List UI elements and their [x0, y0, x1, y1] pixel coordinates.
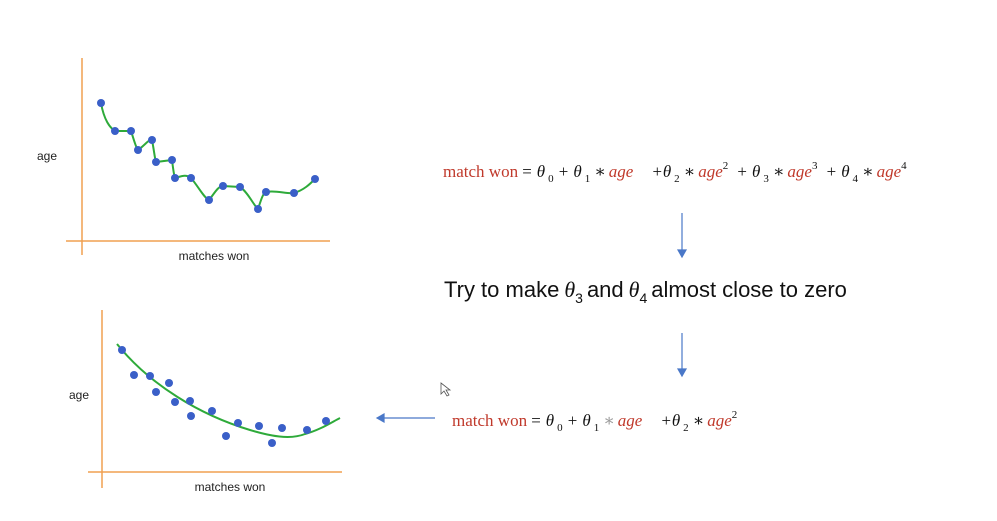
point: [148, 136, 156, 144]
token: 4: [852, 173, 859, 185]
arrows: [375, 213, 688, 424]
token: 0: [548, 173, 554, 185]
token: 1: [584, 173, 591, 185]
formula-top: match won = θ 0 + θ 1 ∗ age +θ 2 ∗ age2 + θ 3 ∗ age3 + …: [443, 160, 915, 185]
x-label: matches won: [195, 480, 266, 494]
point: [111, 127, 119, 135]
token: almost close to zero: [651, 277, 847, 302]
token: 4: [639, 290, 648, 306]
point: [322, 417, 330, 425]
token: 2: [683, 422, 689, 434]
token: match won: [452, 411, 528, 430]
token: = θ: [530, 411, 555, 430]
token: age: [698, 162, 723, 181]
point: [186, 397, 194, 405]
y-label: age: [37, 149, 57, 163]
point: [187, 412, 195, 420]
token: ∗: [772, 162, 785, 181]
points: [97, 99, 319, 213]
point: [187, 174, 195, 182]
token: 3: [763, 173, 769, 185]
token: age: [707, 411, 732, 430]
arrow-part: [676, 249, 688, 259]
point: [134, 146, 142, 154]
token: ∗: [683, 162, 696, 181]
token: 2: [722, 160, 729, 172]
point: [262, 188, 270, 196]
token: and: [586, 277, 624, 302]
plot-bottom: age matches won: [69, 310, 342, 494]
y-label: age: [69, 388, 89, 402]
point: [236, 183, 244, 191]
x-label: matches won: [179, 249, 250, 263]
formula-bottom: match won = θ 0 + θ 1 ∗ age +θ 2 ∗ age2: [452, 409, 745, 434]
token: 2: [731, 409, 738, 421]
token: ∗: [603, 411, 615, 430]
point: [290, 189, 298, 197]
point: [205, 196, 213, 204]
token: age: [608, 162, 634, 181]
token: 3: [575, 290, 583, 306]
point: [222, 432, 230, 440]
token: + θ: [825, 162, 850, 181]
token: ∗: [594, 162, 606, 181]
plot-top: age matches won: [37, 58, 330, 263]
point: [127, 127, 135, 135]
point: [97, 99, 105, 107]
point: [171, 174, 179, 182]
fit-line: [100, 102, 316, 211]
cursor: [440, 382, 452, 397]
token: +θ: [651, 162, 672, 181]
point: [118, 346, 126, 354]
fit-curve: [116, 343, 341, 438]
point: [130, 371, 138, 379]
token: = θ: [521, 162, 546, 181]
token: + θ: [557, 162, 582, 181]
token: 4: [901, 160, 907, 172]
token: match won: [443, 162, 519, 181]
token: 3: [811, 160, 818, 172]
instruction: Try to make θ3 and θ4 almost close to zero: [444, 277, 852, 306]
token: + θ: [566, 411, 591, 430]
point: [171, 398, 179, 406]
point: [208, 407, 216, 415]
point: [168, 156, 176, 164]
token: θ: [564, 277, 576, 302]
arrow-part: [676, 368, 688, 378]
point: [234, 419, 242, 427]
points: [118, 346, 330, 447]
point: [146, 372, 154, 380]
point: [254, 205, 262, 213]
token: +θ: [660, 411, 681, 430]
arrow-part: [375, 412, 385, 424]
token: 0: [557, 422, 563, 434]
token: Try to make: [444, 277, 560, 302]
token: 1: [593, 422, 600, 434]
point: [152, 158, 160, 166]
point: [152, 388, 160, 396]
point: [303, 426, 311, 434]
token: θ: [628, 277, 640, 302]
point: [311, 175, 319, 183]
point: [268, 439, 276, 447]
token: age: [787, 162, 812, 181]
token: age: [617, 411, 643, 430]
token: + θ: [736, 162, 761, 181]
point: [165, 379, 173, 387]
token: 2: [674, 173, 680, 185]
token: age: [876, 162, 902, 181]
point: [255, 422, 263, 430]
token: ∗: [692, 411, 705, 430]
point: [278, 424, 286, 432]
point: [219, 182, 227, 190]
token: ∗: [862, 162, 874, 181]
